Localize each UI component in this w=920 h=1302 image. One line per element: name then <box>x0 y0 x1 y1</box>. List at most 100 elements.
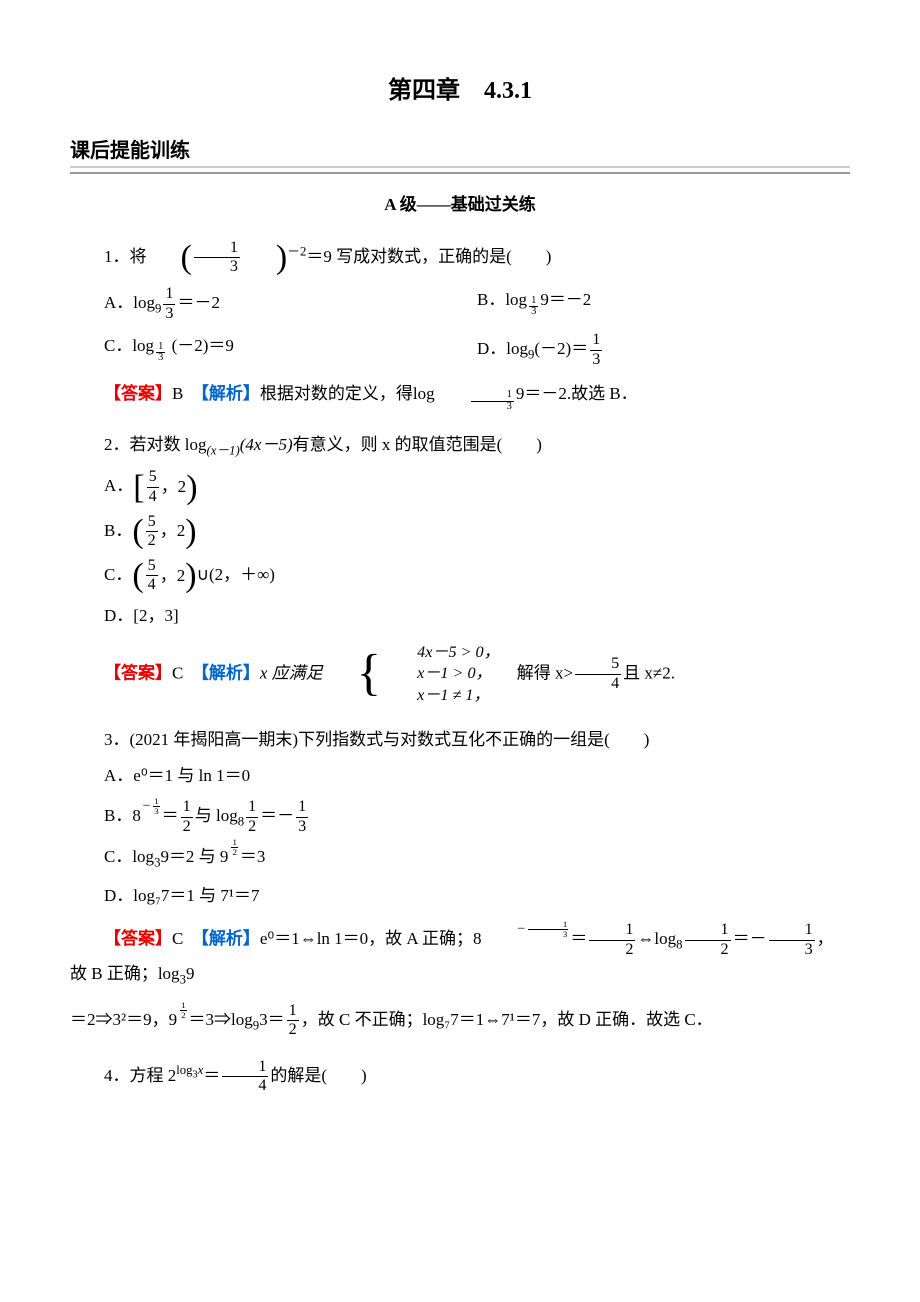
question-1: 1．将(13)－2＝9 写成对数式，正确的是( ) A．log913＝－2 B．… <box>70 239 850 412</box>
q1-optC-prefix: C．log <box>104 336 154 355</box>
q2-optB-num: 5 <box>146 513 158 533</box>
q2-ana-suffix: 且 x≠2. <box>623 663 675 682</box>
q2-option-b: B．(52，2) <box>104 513 850 551</box>
q2-optC-prefix: C． <box>104 565 132 584</box>
q1-optD-num: 1 <box>590 331 602 351</box>
q3-ana-f1d: 2 <box>589 941 635 960</box>
q2-optA-prefix: A． <box>104 476 133 495</box>
answer-label: 【答案】 <box>104 663 172 682</box>
q1-optC-arg: (－2)＝9 <box>167 336 234 355</box>
q1-stem: 1．将(13)－2＝9 写成对数式，正确的是( ) <box>70 239 850 277</box>
q2-number: 2． <box>104 435 130 454</box>
q2-optC-num: 5 <box>146 557 158 577</box>
q3-optB-f2d: 2 <box>246 818 258 837</box>
q1-optA-num: 1 <box>163 285 175 305</box>
q3-option-a: A．e⁰＝1 与 ln 1＝0 <box>104 761 850 792</box>
q2-optB-right: ，2 <box>160 516 186 547</box>
q2-option-d: D．[2，3] <box>104 601 850 632</box>
q3-ana-f4d: 2 <box>287 1021 299 1040</box>
q1-base-den: 3 <box>194 258 240 277</box>
analysis-label: 【解析】 <box>200 929 260 948</box>
q2-answer-letter: C <box>172 663 183 682</box>
q2-optC-union: ∪(2，＋∞) <box>197 565 275 584</box>
q1-optC-sub-den: 3 <box>156 353 165 364</box>
q3-answer-line: 【答案】C 【解析】e⁰＝1⇔ln 1＝0，故 A 正确；8－13＝12⇔log… <box>70 921 850 991</box>
q2-case1: 4x－5 > 0， <box>383 642 500 664</box>
q1-ana-sub-num: 1 <box>471 390 514 402</box>
q3-number: 3． <box>104 730 130 749</box>
q1-stem-prefix: 将 <box>130 247 147 266</box>
q4-stem-suffix: 的解是( ) <box>270 1066 366 1085</box>
q2-ana-fden: 4 <box>575 675 621 694</box>
q2-ana-prefix: x 应满足 <box>260 663 323 682</box>
q1-optB-prefix: B．log <box>477 290 527 309</box>
question-2: 2．若对数 log(x－1)(4x－5)有意义，则 x 的取值范围是( ) A．… <box>70 430 850 707</box>
q3-ana-f2d: 2 <box>685 941 731 960</box>
q2-optB-prefix: B． <box>104 521 132 540</box>
q1-optA-den: 3 <box>163 305 175 324</box>
chapter-title: 第四章 4.3.1 <box>70 70 850 113</box>
level-heading: A 级——基础过关练 <box>70 190 850 221</box>
analysis-label: 【解析】 <box>200 663 260 682</box>
q3-answer-letter: C <box>172 929 183 948</box>
q3-ana-sub1: 8 <box>676 938 682 952</box>
q3-optB-f1n: 1 <box>181 798 193 818</box>
q4-frac-den: 4 <box>222 1077 268 1096</box>
q3-optB-prefix: B．8 <box>104 806 141 825</box>
q3-optC-exp-den: 2 <box>231 848 237 857</box>
answer-label: 【答案】 <box>104 384 172 403</box>
q3-ana-p2: ＝ <box>570 929 587 948</box>
q2-stem: 2．若对数 log(x－1)(4x－5)有意义，则 x 的取值范围是( ) <box>70 430 850 462</box>
q2-stem-suffix: 有意义，则 x 的取值范围是( ) <box>293 435 542 454</box>
q2-optA-num: 5 <box>147 468 159 488</box>
q3-optB-f1d: 2 <box>181 818 193 837</box>
q1-option-c: C．log13 (－2)＝9 <box>104 331 477 369</box>
q3-optB-mid3: ＝－ <box>260 806 294 825</box>
q1-option-d: D．log9(－2)＝13 <box>477 331 850 369</box>
q3-ana-f2n: 1 <box>685 921 731 941</box>
q2-stem-arg: (4x－5) <box>240 435 293 454</box>
q3-ana-l2p4: ，故 C 不正确；log₇7＝1⇔7¹＝7，故 D 正确．故选 C． <box>301 1010 713 1029</box>
q1-answer-line: 【答案】B 【解析】根据对数的定义，得log139＝－2.故选 B． <box>70 379 850 412</box>
question-3: 3．(2021 年揭阳高一期末)下列指数式与对数式互化不正确的一组是( ) A．… <box>70 725 850 1040</box>
q3-optB-f3d: 3 <box>296 818 308 837</box>
q1-option-a: A．log913＝－2 <box>104 285 477 323</box>
q2-option-a: A．[54，2) <box>104 468 850 506</box>
q3-option-c: C．log39＝2 与 912＝3 <box>104 842 850 874</box>
q1-optD-den: 3 <box>590 351 602 370</box>
q1-ana-log: log <box>413 384 435 403</box>
q3-optB-sub: 8 <box>238 814 244 828</box>
q1-optA-sub: 9 <box>155 301 161 315</box>
q4-stem-mid: ＝ <box>203 1066 220 1085</box>
q3-optB-f3n: 1 <box>296 798 308 818</box>
q3-ana-p4: ＝－ <box>733 929 767 948</box>
q2-optC-right: ，2 <box>160 561 186 592</box>
q2-case2: x－1 > 0， <box>383 663 500 685</box>
q3-optB-neg: － <box>142 802 151 812</box>
q1-ana-arg: 9＝－2. <box>516 384 571 403</box>
q3-optB-f2n: 1 <box>246 798 258 818</box>
q3-ana-e1d: 3 <box>528 930 568 939</box>
q1-optD-prefix: D．log <box>477 339 528 358</box>
q1-ana-suffix: 故选 B． <box>571 384 638 403</box>
q2-optA-right: ，2 <box>161 472 187 503</box>
q1-answer-letter: B <box>172 384 183 403</box>
q3-ana-p6: 9 <box>186 964 195 983</box>
q1-optB-arg: 9＝－2 <box>540 290 591 309</box>
q4-stem-prefix: 方程 2 <box>130 1066 177 1085</box>
q3-ana-f3d: 3 <box>769 941 815 960</box>
q3-ana-p1: e⁰＝1⇔ln 1＝0，故 A 正确；8 <box>260 929 482 948</box>
q2-option-c: C．(54，2)∪(2，＋∞) <box>104 557 850 595</box>
q3-ana-f3n: 1 <box>769 921 815 941</box>
q3-ana-e2d: 2 <box>180 1011 186 1020</box>
q2-optA-den: 4 <box>147 488 159 507</box>
q3-optB-mid1: ＝ <box>162 806 179 825</box>
q3-answer-line-2: ＝2⇒3²＝9，912＝3⇒log93＝12，故 C 不正确；log₇7＝1⇔7… <box>70 1002 850 1040</box>
q1-optD-arg: (－2)＝ <box>534 339 588 358</box>
q2-stem-sub: (x－1) <box>206 444 239 458</box>
q1-number: 1． <box>104 247 130 266</box>
q3-ana-l2p2: ＝3⇒log <box>189 1010 253 1029</box>
q2-stem-text: 若对数 log <box>130 435 207 454</box>
q3-optC-prefix: C．log <box>104 847 154 866</box>
question-4: 4．方程 2log3x＝14的解是( ) <box>70 1058 850 1096</box>
